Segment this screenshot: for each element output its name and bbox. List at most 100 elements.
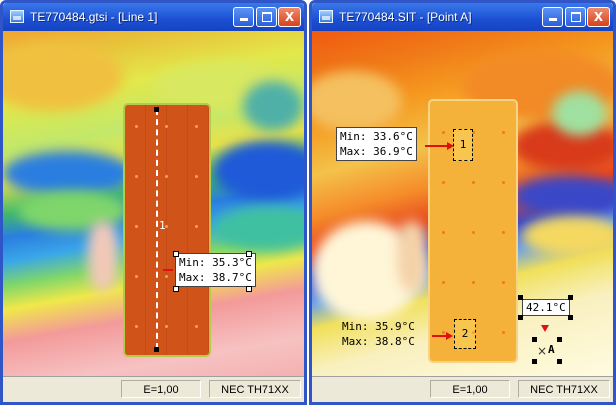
close-button[interactable]: X — [278, 7, 301, 27]
person-thermal-silhouette — [397, 221, 427, 291]
heat-region — [552, 91, 607, 136]
title-bar[interactable]: TE770484.gtsi - [Line 1] X — [3, 3, 304, 31]
cell-dot — [502, 181, 505, 184]
minimize-button[interactable] — [542, 7, 563, 27]
min-temperature: Min: 33.6°C — [340, 130, 413, 143]
area2-temperature-readout[interactable]: Min: 35.9°C Max: 38.8°C — [342, 319, 415, 349]
crosshair-icon: × — [537, 344, 548, 358]
maximize-icon — [261, 12, 272, 22]
thermal-image-view[interactable]: 1 Min: 35.3°C Max: 38.7°C — [3, 31, 304, 377]
close-button[interactable]: X — [587, 7, 610, 27]
close-icon: X — [284, 10, 295, 24]
solar-panel — [125, 105, 209, 355]
thermal-image-icon[interactable] — [10, 10, 24, 23]
min-temperature: Min: 35.9°C — [342, 320, 415, 333]
title-bar[interactable]: TE770484.SIT - [Point A] X — [312, 3, 613, 31]
maximize-icon — [570, 12, 581, 22]
line-start-handle[interactable] — [154, 107, 159, 112]
area2-arrow — [432, 335, 448, 337]
resize-handle[interactable] — [557, 337, 562, 342]
line-measurement-tool[interactable] — [156, 109, 158, 349]
emissivity-status: E=1,00 — [121, 380, 201, 398]
resize-handle[interactable] — [532, 359, 537, 364]
min-temperature: Min: 35.3°C — [179, 256, 252, 269]
resize-handle[interactable] — [557, 359, 562, 364]
heat-region — [522, 216, 613, 256]
area2-box[interactable]: 2 — [454, 319, 476, 349]
status-bar: E=1,00 NEC TH71XX — [312, 376, 613, 402]
resize-handle[interactable] — [246, 251, 252, 257]
window-title: TE770484.gtsi - [Line 1] — [30, 10, 158, 24]
cell-dot — [442, 331, 445, 334]
cell-dot — [502, 231, 505, 234]
cell-dot — [195, 175, 198, 178]
cell-dot — [442, 181, 445, 184]
heat-region — [213, 206, 304, 251]
resize-handle[interactable] — [532, 337, 537, 342]
max-temperature: Max: 38.7°C — [179, 271, 252, 284]
cell-dot — [135, 175, 138, 178]
line-temperature-readout[interactable]: Min: 35.3°C Max: 38.7°C — [175, 253, 256, 287]
cell-dot — [195, 325, 198, 328]
thermal-window-line1: TE770484.gtsi - [Line 1] X — [0, 0, 307, 405]
window-title: TE770484.SIT - [Point A] — [339, 10, 472, 24]
maximize-button[interactable] — [256, 7, 277, 27]
cell-dot — [135, 225, 138, 228]
status-bar: E=1,00 NEC TH71XX — [3, 376, 304, 402]
heat-region — [213, 141, 304, 201]
cell-dot — [472, 281, 475, 284]
resize-handle[interactable] — [246, 286, 252, 292]
cell-dot — [165, 275, 168, 278]
resize-handle[interactable] — [568, 315, 573, 320]
person-thermal-silhouette — [88, 221, 118, 291]
cell-dot — [502, 131, 505, 134]
close-icon: X — [593, 10, 604, 24]
thermal-image-view[interactable]: Min: 33.6°C Max: 36.9°C 1 Min: 35.9°C Ma… — [312, 31, 613, 377]
resize-handle[interactable] — [173, 286, 179, 292]
readout-arrow — [163, 269, 173, 271]
cell-dot — [165, 125, 168, 128]
heat-region — [3, 151, 133, 196]
camera-model-status: NEC TH71XX — [518, 380, 610, 398]
max-temperature: Max: 36.9°C — [340, 145, 413, 158]
emissivity-status: E=1,00 — [430, 380, 510, 398]
heat-region — [312, 71, 402, 131]
point-a-arrow — [541, 325, 549, 332]
resize-handle[interactable] — [568, 295, 573, 300]
area1-box[interactable]: 1 — [453, 129, 473, 161]
cell-dot — [472, 131, 475, 134]
max-temperature: Max: 38.8°C — [342, 335, 415, 348]
area1-arrow-head — [447, 142, 454, 150]
cell-dot — [472, 331, 475, 334]
heat-region — [3, 41, 123, 111]
cell-dot — [165, 225, 168, 228]
thermal-window-point-a: TE770484.SIT - [Point A] X — [309, 0, 616, 405]
maximize-button[interactable] — [565, 7, 586, 27]
area2-arrow-head — [446, 332, 453, 340]
solar-panel — [430, 101, 516, 361]
cell-dot — [442, 281, 445, 284]
point-a-label: A — [548, 343, 555, 356]
cell-dot — [502, 281, 505, 284]
cell-dot — [195, 125, 198, 128]
resize-handle[interactable] — [173, 251, 179, 257]
cell-dot — [502, 331, 505, 334]
area1-temperature-readout[interactable]: Min: 33.6°C Max: 36.9°C — [336, 127, 417, 161]
thermal-image-icon[interactable] — [319, 10, 333, 23]
point-a-temperature-readout[interactable]: 42.1°C — [522, 299, 570, 316]
minimize-icon — [548, 18, 557, 21]
resize-handle[interactable] — [518, 295, 523, 300]
resize-handle[interactable] — [518, 315, 523, 320]
cell-dot — [442, 231, 445, 234]
cell-dot — [472, 181, 475, 184]
cell-dot — [472, 231, 475, 234]
minimize-icon — [239, 18, 248, 21]
heat-region — [512, 176, 613, 216]
line-end-handle[interactable] — [154, 347, 159, 352]
cell-dot — [442, 131, 445, 134]
minimize-button[interactable] — [233, 7, 254, 27]
cell-dot — [135, 275, 138, 278]
heat-region — [243, 81, 303, 131]
area1-arrow — [425, 145, 449, 147]
cell-dot — [135, 325, 138, 328]
